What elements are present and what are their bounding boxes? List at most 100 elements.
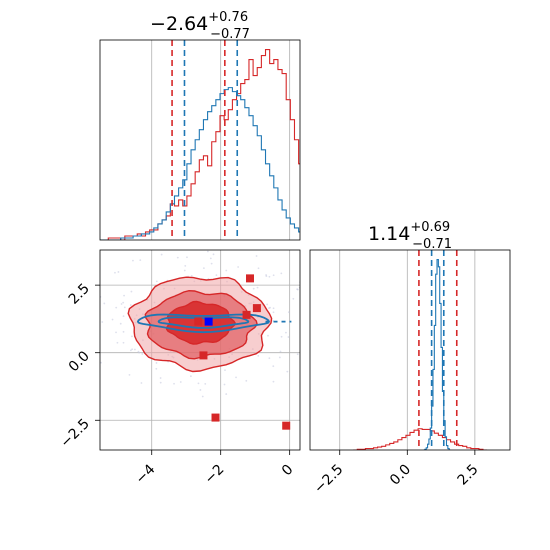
sample-point <box>280 335 283 338</box>
sample-point <box>224 369 226 372</box>
joint-marks <box>86 247 309 430</box>
sample-point <box>160 253 163 256</box>
sample-point <box>122 315 125 317</box>
sample-point <box>116 341 119 344</box>
sample-point <box>285 331 287 334</box>
grid <box>151 40 291 240</box>
y-tick-label: 0.0 <box>66 348 93 375</box>
sample-point <box>292 297 295 300</box>
histogram-marks <box>353 250 488 450</box>
sample-point <box>137 350 140 353</box>
sample-point <box>130 290 133 293</box>
sample-point <box>223 383 226 386</box>
sample-point <box>184 264 187 267</box>
sample-point <box>268 357 271 360</box>
y-tick-label: −2.5 <box>57 416 92 451</box>
sample-point <box>101 321 104 323</box>
sample-point <box>272 311 275 314</box>
sample-point <box>307 350 309 352</box>
title-param2: 1.14+0.69 −0.71 <box>368 220 452 252</box>
sample-point <box>256 286 259 289</box>
sample-point <box>117 271 120 273</box>
histogram-panel-param2: −2.5 0.0 2.5 1.14+0.69 −0.71 <box>309 220 511 497</box>
sample-point <box>268 307 270 310</box>
sample-point <box>123 294 125 297</box>
sample-point <box>122 301 125 304</box>
histogram-panel-param1: −2.64+0.76 −0.77 <box>99 10 301 241</box>
histogram-red <box>353 428 488 450</box>
sample-point <box>86 303 88 305</box>
x-tick-label: −2.5 <box>311 462 346 497</box>
sample-point <box>159 381 162 384</box>
sample-point <box>199 389 202 391</box>
sample-point <box>257 267 260 270</box>
joint-panel: −4 −2 0 2.5 0.0 −2.5 <box>57 247 309 488</box>
sample-point <box>257 354 260 357</box>
sample-point <box>301 319 303 321</box>
sample-point <box>115 306 118 309</box>
red-marker <box>194 317 203 326</box>
sample-point <box>287 336 290 338</box>
red-marker <box>246 274 254 283</box>
sample-point <box>114 271 116 274</box>
sample-point <box>225 269 228 272</box>
sample-point <box>296 353 299 356</box>
x-tick-label: 2.5 <box>455 462 482 489</box>
axes-frame <box>99 39 301 241</box>
sample-point <box>268 275 271 278</box>
sample-point <box>95 300 97 302</box>
blue-marker <box>204 317 213 326</box>
sample-point <box>279 350 282 353</box>
y-tick-labels: 2.5 0.0 −2.5 <box>57 281 100 451</box>
x-tick-label: −2 <box>202 462 228 488</box>
sample-point <box>255 255 258 257</box>
sample-point <box>215 274 218 277</box>
sample-point <box>183 269 186 272</box>
sample-point <box>287 311 290 314</box>
sample-point <box>272 365 275 368</box>
sample-point <box>155 280 158 283</box>
sample-point <box>204 382 207 385</box>
sample-point <box>111 318 114 321</box>
axes-frame <box>309 249 511 451</box>
sample-point <box>134 348 136 351</box>
red-marker <box>242 310 251 319</box>
red-marker <box>211 413 220 422</box>
sample-point <box>122 330 125 333</box>
y-tick-label: 2.5 <box>66 281 93 308</box>
sample-point <box>272 380 275 383</box>
sample-point <box>173 382 175 385</box>
histogram-marks <box>100 40 300 240</box>
sample-point <box>212 253 215 256</box>
sample-point <box>95 338 97 340</box>
sample-point <box>272 307 275 310</box>
sample-point <box>225 393 228 395</box>
sample-point <box>100 361 102 364</box>
sample-point <box>115 331 117 334</box>
histogram-blue <box>423 258 451 450</box>
sample-point <box>86 343 88 345</box>
blue-contour <box>136 313 271 334</box>
sample-point <box>189 375 192 378</box>
sample-point <box>266 303 269 306</box>
sample-point <box>103 302 106 305</box>
grid <box>339 250 476 450</box>
sample-point <box>286 370 289 373</box>
sample-point <box>179 381 182 383</box>
sample-point <box>187 247 189 249</box>
sample-point <box>93 303 95 305</box>
sample-point <box>159 377 162 379</box>
sample-point <box>201 395 204 398</box>
sample-point <box>131 335 133 338</box>
sample-point <box>90 340 92 342</box>
x-tick-labels: −2.5 0.0 2.5 <box>311 450 482 497</box>
x-tick-label: −4 <box>133 461 159 487</box>
sample-point <box>122 341 125 344</box>
red-marker <box>199 351 208 360</box>
red-marker <box>252 304 261 313</box>
sample-point <box>235 376 237 379</box>
sample-point <box>265 275 268 278</box>
sample-point <box>252 287 255 290</box>
sample-point <box>245 379 248 382</box>
sample-point <box>209 257 212 260</box>
